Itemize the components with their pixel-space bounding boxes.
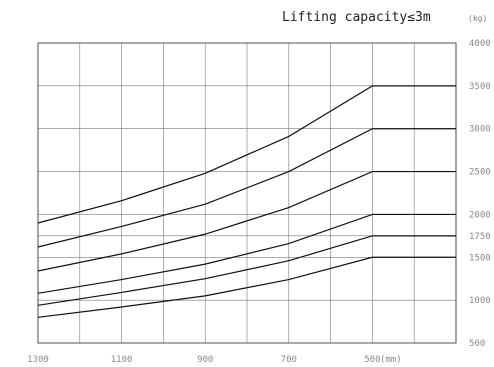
capacity-curve-2000 bbox=[37, 213, 456, 294]
y-tick-label: 4000 bbox=[469, 39, 491, 49]
y-tick-label: 1500 bbox=[469, 253, 491, 263]
capacity-curve-3000 bbox=[37, 128, 456, 248]
capacity-curve-2500 bbox=[37, 170, 456, 272]
series-layer bbox=[37, 85, 456, 318]
y-tick-labels: 4000 3500 3000 2500 2000 1750 1500 1000 500 bbox=[469, 39, 491, 349]
x-tick-label: 500 bbox=[364, 355, 380, 365]
y-tick-label: 500 bbox=[469, 339, 485, 349]
chart-title: Lifting capacity≤3m bbox=[282, 10, 431, 25]
y-tick-label: 3000 bbox=[469, 125, 491, 135]
y-tick-label: 1000 bbox=[469, 296, 491, 306]
x-axis-unit: (mm) bbox=[380, 355, 402, 365]
x-tick-label: 900 bbox=[197, 355, 213, 365]
y-tick-label: 3500 bbox=[469, 82, 491, 92]
x-tick-labels: 1300 1100 900 700 500 bbox=[27, 355, 380, 365]
x-tick-label: 1300 bbox=[27, 355, 49, 365]
grid-layer bbox=[37, 42, 457, 344]
x-tick-label: 1100 bbox=[111, 355, 133, 365]
x-tick-label: 700 bbox=[281, 355, 297, 365]
y-tick-label: 2000 bbox=[469, 210, 491, 220]
y-tick-label: 1750 bbox=[469, 232, 491, 242]
capacity-curve-1500 bbox=[37, 256, 456, 318]
y-tick-label: 2500 bbox=[469, 168, 491, 178]
capacity-curve-1750 bbox=[37, 235, 456, 306]
plot-frame bbox=[37, 42, 457, 344]
y-axis-unit: (kg) bbox=[468, 14, 487, 23]
capacity-curve-3500 bbox=[37, 85, 456, 224]
